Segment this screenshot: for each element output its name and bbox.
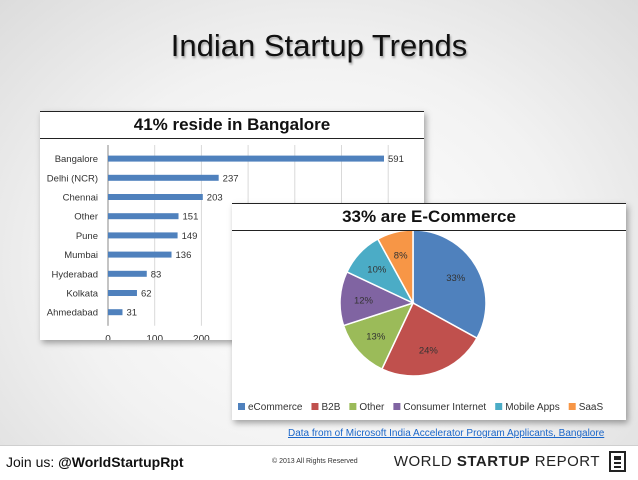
pie-chart-panel: 33% 24% 13% 12% 10% 8% eCommerce B2B Other Consum… [232,203,626,420]
value-label: 83 [151,269,162,280]
bar-chart: 0 100 200 Bangalore 591 Delhi (NCR) 237 Chennai… [47,145,404,340]
slice-label: 8% [394,250,408,261]
legend-label: Consumer Internet [403,402,486,413]
bar [108,213,179,220]
flag-book-icon [609,451,626,472]
pie-slice [342,301,415,371]
slice-label: 12% [354,295,374,306]
brand-word-startup: STARTUP [456,453,531,470]
value-label: 151 [183,212,199,223]
bar [108,251,172,258]
legend-label: eCommerce [248,402,303,413]
value-label: 203 [207,193,223,204]
category-label: Bangalore [55,154,98,165]
bar [108,309,123,316]
legend-label: Other [359,402,385,413]
brand-word-report: REPORT [530,453,600,470]
legend-swatch [495,403,503,410]
legend-swatch [349,403,357,410]
twitter-handle[interactable]: @WorldStartupRpt [58,454,184,470]
bar [108,194,203,200]
join-us: Join us: @WorldStartupRpt [6,454,184,470]
pie-slice [380,301,478,377]
legend-label: B2B [321,402,340,413]
value-label: 237 [223,173,239,184]
brand-word-world: WORLD [393,453,457,470]
x-tick-label: 100 [146,334,163,340]
bar [108,232,178,239]
legend-swatch [393,403,401,410]
value-label: 31 [126,308,137,319]
pie-chart-title: 33% are E-Commerce [232,203,626,231]
join-prefix: Join us: [6,454,59,470]
legend-label: SaaS [579,402,604,413]
pie-chart: 33% 24% 13% 12% 10% 8% eCommerce B2B Other Consum… [238,229,604,413]
category-label: Other [74,212,98,223]
bar [108,270,147,277]
category-label: Mumbai [64,250,98,261]
pie-slice [412,229,487,340]
slice-label: 33% [446,273,466,284]
category-label: Kolkata [66,289,98,300]
source-link[interactable]: Data from of Microsoft India Accelerator… [288,428,605,439]
category-label: Chennai [63,193,98,204]
brand-logo: WORLD STARTUP REPORT [394,453,600,470]
bar [108,290,137,296]
x-tick-label: 200 [193,334,210,340]
category-label: Pune [76,231,98,242]
copyright: © 2013 All Rights Reserved [272,458,358,465]
bar [108,174,219,181]
footer: Join us: @WorldStartupRpt © 2013 All Rig… [0,445,638,480]
slice-label: 24% [419,346,439,357]
legend-swatch [568,403,576,410]
x-tick-label: 0 [105,334,111,340]
value-label: 62 [141,289,152,300]
category-label: Hyderabad [52,269,98,280]
value-label: 136 [176,250,192,261]
slice-label: 13% [366,331,386,342]
legend-swatch [238,403,245,410]
category-label: Delhi (NCR) [47,173,98,184]
value-label: 591 [388,154,404,165]
legend-label: Mobile Apps [505,402,559,413]
bar [108,155,384,162]
page-title: Indian Startup Trends [170,28,468,63]
legend-swatch [311,403,319,410]
category-label: Ahmedabad [47,308,98,319]
slice-label: 10% [367,265,387,276]
bar-chart-title: 41% reside in Bangalore [40,111,424,139]
value-label: 149 [182,231,198,242]
